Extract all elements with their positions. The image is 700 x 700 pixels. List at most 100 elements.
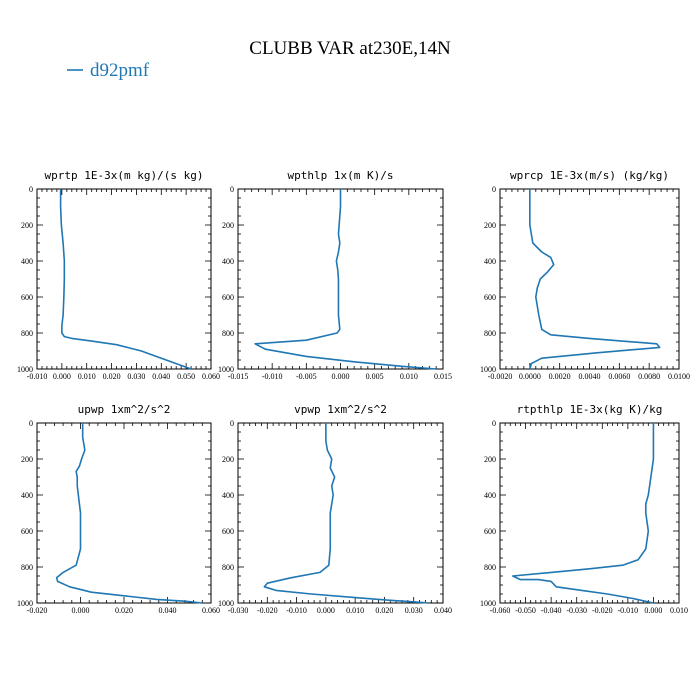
x-tick-label: 0.0080: [638, 372, 660, 381]
plot-frame: [499, 188, 680, 370]
y-tick-label: 200: [21, 455, 33, 464]
x-tick-label: 0.000: [332, 372, 350, 381]
panel-3: wprcp 1E-3x(m/s) (kg/kg) -0.0020 0.0000 0.0…: [480, 169, 690, 381]
panel-2: wpthlp 1x(m K)/s -0.015 -0.010 -0.005 0.000 0…: [218, 169, 452, 381]
x-tick-label: 0.010: [78, 372, 96, 381]
y-tick-label: 200: [484, 455, 496, 464]
y-tick-label: 400: [222, 257, 234, 266]
panel-title: wpthlp 1x(m K)/s: [288, 169, 394, 182]
panel-5: vpwp 1xm^2/s^2 -0.030 -0.020 -0.010 0.000 0.0…: [218, 403, 452, 615]
legend-label-d92pmf: d92pmf: [90, 60, 150, 81]
y-tick-label: 200: [222, 221, 234, 230]
x-tick-label: -0.020: [257, 606, 278, 615]
x-tick-label: 0.030: [127, 372, 145, 381]
plot-frame: [499, 422, 680, 604]
x-tick-label: -0.020: [27, 606, 48, 615]
y-tick-label: 0: [492, 185, 496, 194]
panel-1: wprtp 1E-3x(m kg)/(s kg) -0.010 0.000 0.010…: [17, 169, 220, 381]
x-tick-label: -0.050: [515, 606, 536, 615]
x-tick-label: 0.030: [405, 606, 423, 615]
x-tick-label: -0.010: [286, 606, 307, 615]
y-tick-label: 0: [29, 185, 33, 194]
series-line-d92pmf: [263, 423, 429, 604]
y-tick-label: 600: [222, 293, 234, 302]
series-line-d92pmf: [254, 189, 437, 370]
x-tick-label: -0.060: [490, 606, 511, 615]
y-tick-label: 600: [21, 293, 33, 302]
x-tick-label: -0.010: [27, 372, 48, 381]
x-tick-label: 0.020: [115, 606, 133, 615]
x-tick-label: 0.000: [317, 606, 335, 615]
y-tick-label: 600: [484, 293, 496, 302]
x-tick-label: -0.010: [618, 606, 639, 615]
y-tick-label: 400: [484, 491, 496, 500]
x-tick-label: 0.000: [644, 606, 662, 615]
x-tick-label: 0.000: [72, 606, 90, 615]
figure-title: CLUBB VAR at230E,14N: [249, 38, 451, 59]
y-tick-label: 400: [21, 257, 33, 266]
x-tick-label: 0.0020: [549, 372, 571, 381]
x-tick-label: 0.010: [346, 606, 364, 615]
y-tick-label: 1000: [218, 599, 234, 608]
y-tick-label: 800: [222, 563, 234, 572]
x-tick-label: 0.040: [159, 606, 177, 615]
panels: wprtp 1E-3x(m kg)/(s kg) -0.010 0.000 0.010…: [17, 169, 690, 615]
panel-title: rtpthlp 1E-3x(kg K)/kg: [517, 403, 663, 416]
series-line-d92pmf: [511, 423, 655, 604]
y-tick-label: 200: [484, 221, 496, 230]
y-tick-label: 600: [21, 527, 33, 536]
x-tick-label: 0.000: [53, 372, 71, 381]
y-tick-label: 200: [222, 455, 234, 464]
series-line-d92pmf: [529, 189, 661, 370]
x-tick-label: 0.015: [434, 372, 452, 381]
y-tick-label: 1000: [480, 365, 496, 374]
y-tick-label: 1000: [480, 599, 496, 608]
x-tick-label: -0.030: [566, 606, 587, 615]
x-tick-label: 0.050: [177, 372, 195, 381]
panel-title: vpwp 1xm^2/s^2: [294, 403, 387, 416]
x-tick-label: 0.060: [202, 372, 220, 381]
x-tick-label: 0.0000: [519, 372, 541, 381]
series-line-d92pmf: [59, 189, 192, 370]
y-tick-label: 600: [222, 527, 234, 536]
x-tick-label: 0.040: [434, 606, 452, 615]
y-tick-label: 1000: [17, 365, 33, 374]
y-tick-label: 400: [484, 257, 496, 266]
x-tick-label: -0.020: [592, 606, 613, 615]
x-tick-label: -0.030: [228, 606, 249, 615]
x-tick-label: 0.0100: [668, 372, 690, 381]
x-tick-label: 0.020: [103, 372, 121, 381]
y-tick-label: 400: [222, 491, 234, 500]
x-tick-label: -0.040: [541, 606, 562, 615]
y-tick-label: 600: [484, 527, 496, 536]
x-tick-label: 0.040: [152, 372, 170, 381]
x-tick-label: 0.005: [366, 372, 384, 381]
x-tick-label: -0.0020: [488, 372, 513, 381]
y-tick-label: 200: [21, 221, 33, 230]
x-tick-label: 0.010: [400, 372, 418, 381]
x-tick-label: -0.005: [296, 372, 317, 381]
panel-title: wprcp 1E-3x(m/s) (kg/kg): [510, 169, 669, 182]
y-tick-label: 0: [230, 185, 234, 194]
series-line-d92pmf: [55, 423, 203, 604]
legend: d92pmf: [67, 60, 150, 81]
y-tick-label: 0: [29, 419, 33, 428]
panel-4: upwp 1xm^2/s^2 -0.020 0.000 0.020 0.040 0.060…: [17, 403, 220, 615]
panel-title: wprtp 1E-3x(m kg)/(s kg): [45, 169, 204, 182]
y-tick-label: 800: [21, 329, 33, 338]
y-tick-label: 1000: [17, 599, 33, 608]
x-tick-label: 0.060: [202, 606, 220, 615]
y-tick-label: 0: [230, 419, 234, 428]
y-tick-label: 800: [484, 329, 496, 338]
y-tick-label: 400: [21, 491, 33, 500]
y-tick-label: 1000: [218, 365, 234, 374]
y-tick-label: 0: [492, 419, 496, 428]
y-tick-label: 800: [222, 329, 234, 338]
x-tick-label: 0.020: [375, 606, 393, 615]
x-tick-label: -0.010: [262, 372, 283, 381]
y-tick-label: 800: [21, 563, 33, 572]
x-tick-label: -0.015: [228, 372, 249, 381]
plot-frame: [237, 422, 444, 604]
panel-title: upwp 1xm^2/s^2: [78, 403, 171, 416]
